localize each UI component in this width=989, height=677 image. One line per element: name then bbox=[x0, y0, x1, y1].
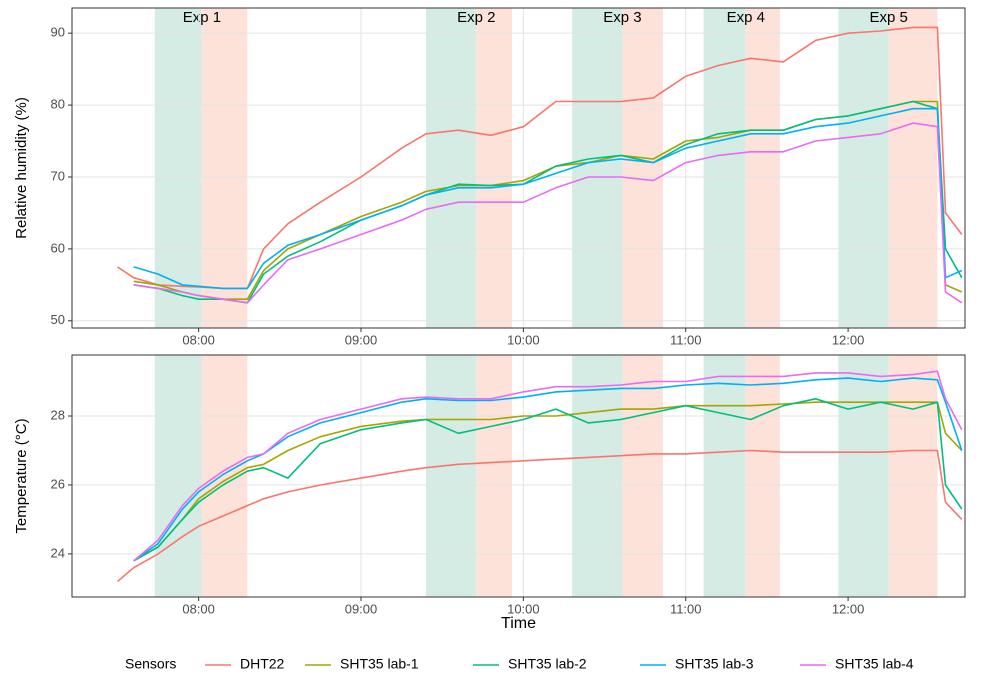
x-tick-label: 10:00 bbox=[507, 332, 540, 347]
y-tick-label: 26 bbox=[51, 476, 65, 491]
x-tick-label: 09:00 bbox=[345, 332, 378, 347]
experiment-phase-2 bbox=[745, 8, 780, 328]
y-tick-label: 28 bbox=[51, 407, 65, 422]
series-line bbox=[133, 370, 963, 562]
legend-label: SHT35 lab-1 bbox=[340, 656, 419, 672]
experiment-label: Exp 2 bbox=[457, 9, 495, 26]
experiment-phase-1 bbox=[572, 8, 623, 328]
experiment-label: Exp 1 bbox=[183, 9, 221, 26]
experiment-phase-2 bbox=[476, 8, 513, 328]
experiment-phase-1 bbox=[425, 8, 477, 328]
y-axis-title: Temperature (°C) bbox=[13, 418, 30, 533]
panel-border bbox=[71, 7, 966, 329]
x-tick-label: 11:00 bbox=[670, 332, 702, 347]
x-tick-label: 09:00 bbox=[345, 601, 378, 616]
panel-border bbox=[71, 354, 966, 598]
experiment-phase-1 bbox=[154, 8, 202, 328]
x-tick-label: 11:00 bbox=[670, 601, 702, 616]
experiment-phase-1 bbox=[572, 355, 623, 597]
experiment-phase-1 bbox=[838, 355, 889, 597]
experiment-phase-1 bbox=[425, 355, 477, 597]
experiment-phase-2 bbox=[201, 8, 248, 328]
y-tick-label: 60 bbox=[51, 240, 65, 255]
x-axis-title: Time bbox=[501, 615, 536, 632]
legend-label: SHT35 lab-4 bbox=[835, 656, 914, 672]
legend-label: SHT35 lab-2 bbox=[508, 656, 587, 672]
y-tick-label: 90 bbox=[51, 25, 65, 40]
x-tick-label: 08:00 bbox=[182, 601, 215, 616]
legend-title: Sensors bbox=[125, 656, 176, 672]
y-axis-title: Relative humidity (%) bbox=[13, 97, 30, 239]
series-line bbox=[133, 398, 963, 562]
x-tick-label: 08:00 bbox=[182, 332, 215, 347]
experiment-phase-2 bbox=[745, 355, 780, 597]
legend-label: DHT22 bbox=[240, 656, 285, 672]
y-tick-label: 70 bbox=[51, 168, 65, 183]
experiment-phase-1 bbox=[838, 8, 889, 328]
experiment-phase-2 bbox=[622, 8, 664, 328]
series-line bbox=[133, 377, 963, 562]
experiment-phase-1 bbox=[703, 355, 746, 597]
y-tick-label: 80 bbox=[51, 97, 65, 112]
experiment-phase-2 bbox=[476, 355, 513, 597]
experiment-label: Exp 4 bbox=[727, 9, 765, 26]
x-tick-label: 12:00 bbox=[832, 601, 865, 616]
experiment-phase-1 bbox=[154, 355, 202, 597]
x-tick-label: 12:00 bbox=[832, 332, 865, 347]
series-line bbox=[133, 122, 963, 304]
x-tick-label: 10:00 bbox=[507, 601, 540, 616]
experiment-phase-2 bbox=[622, 355, 664, 597]
legend-label: SHT35 lab-3 bbox=[675, 656, 754, 672]
series-line bbox=[133, 401, 963, 562]
y-tick-label: 50 bbox=[51, 312, 65, 327]
experiment-phase-2 bbox=[888, 355, 938, 597]
y-tick-label: 24 bbox=[51, 545, 65, 560]
experiment-label: Exp 3 bbox=[603, 9, 641, 26]
experiment-phase-2 bbox=[888, 8, 938, 328]
experiment-label: Exp 5 bbox=[870, 9, 908, 26]
experiment-phase-1 bbox=[703, 8, 746, 328]
series-line bbox=[133, 107, 963, 290]
series-line bbox=[116, 449, 963, 583]
